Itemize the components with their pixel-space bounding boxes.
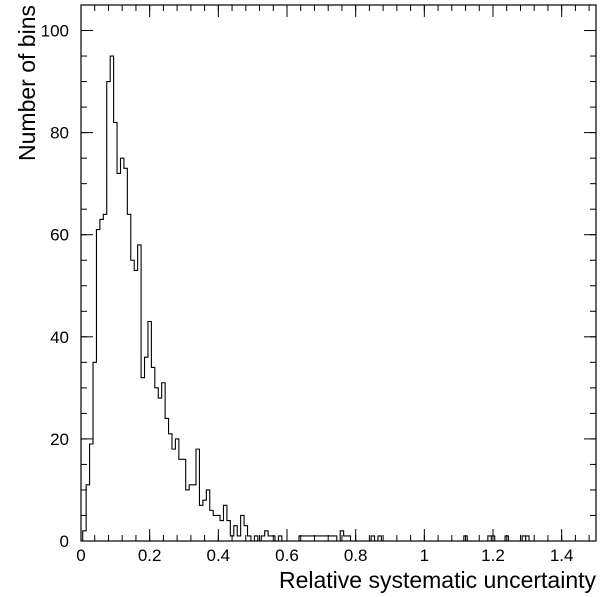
y-tick-label: 100 <box>41 22 69 41</box>
x-tick-label: 1.2 <box>481 546 505 565</box>
axis-ticks <box>80 4 596 542</box>
x-tick-label: 0.2 <box>138 546 162 565</box>
x-tick-label: 1.4 <box>550 546 574 565</box>
plot-frame <box>80 4 597 542</box>
axis-tick-labels: 0 0.2 0.4 0.6 0.8 1 1.2 1.4 0 20 40 60 80 100 <box>41 22 574 565</box>
x-tick-label: 0.4 <box>207 546 231 565</box>
y-tick-label: 0 <box>60 532 69 551</box>
y-tick-label: 20 <box>50 430 69 449</box>
x-tick-label: 1 <box>420 546 429 565</box>
histogram-series-line <box>82 55 595 542</box>
x-tick-label: 0.6 <box>275 546 299 565</box>
x-tick-label: 0 <box>76 546 85 565</box>
y-tick-label: 40 <box>50 328 69 347</box>
y-tick-label: 60 <box>50 226 69 245</box>
y-axis-title: Number of bins <box>14 5 40 161</box>
x-tick-label: 0.8 <box>344 546 368 565</box>
y-tick-label: 80 <box>50 124 69 143</box>
x-axis-title: Relative systematic uncertainty <box>279 567 597 593</box>
